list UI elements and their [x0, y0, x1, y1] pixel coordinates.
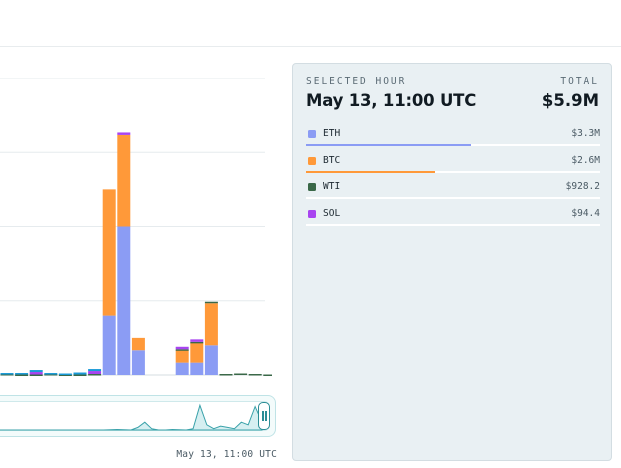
breakdown-row-sol: SOL $94.4 [306, 200, 600, 227]
bar-wti-12[interactable] [175, 349, 189, 351]
selected-hour-panel: SELECTED HOUR TOTAL May 13, 11:00 UTC $5… [292, 63, 612, 461]
bar-wti-15[interactable] [219, 374, 233, 376]
share-bar-fill [306, 170, 436, 173]
bar-other-4[interactable] [58, 373, 72, 376]
breakdown-row-name: ETH [323, 128, 341, 139]
bar-eth-8[interactable] [117, 226, 131, 376]
bar-sol-12[interactable] [175, 346, 189, 350]
legend-swatch [308, 209, 316, 218]
x-range-label: May 13, 11:00 UTC [176, 449, 277, 460]
share-bar-track [306, 170, 600, 173]
legend-swatch [308, 183, 316, 191]
breakdown-row-value: $94.4 [571, 207, 600, 219]
breakdown-row-wti: WTI $928.2 [306, 173, 600, 200]
bar-other-6[interactable] [88, 369, 102, 372]
bar-wti-16[interactable] [234, 373, 248, 376]
legend-swatch [308, 156, 316, 165]
bar-eth-14[interactable] [204, 345, 218, 375]
brush-sparkline [0, 403, 263, 431]
bar-sol-2[interactable] [29, 372, 43, 375]
bar-btc-14[interactable] [204, 303, 218, 346]
bar-other-3[interactable] [44, 373, 58, 375]
bar-btc-9[interactable] [131, 337, 145, 351]
bar-sol-13[interactable] [190, 339, 204, 342]
selected-hour-caption: SELECTED HOUR [306, 76, 407, 87]
breakdown-row-value: $3.3M [571, 128, 600, 139]
header-divider [0, 46, 621, 47]
bar-other-2[interactable] [29, 370, 43, 373]
bar-wti-6[interactable] [88, 374, 102, 376]
bar-eth-9[interactable] [131, 350, 145, 375]
bar-btc-12[interactable] [175, 350, 189, 363]
breakdown-list: ETH $3.3M BTC $2.6M WTI $928.2 SOL $94.4 [306, 120, 600, 226]
hourly-volume-chart[interactable] [0, 78, 272, 378]
bar-sol-6[interactable] [88, 371, 102, 375]
bar-wti-3[interactable] [44, 374, 58, 376]
bar-wti-0[interactable] [0, 374, 14, 376]
bar-other-0[interactable] [0, 373, 14, 375]
selected-hour-value: May 13, 11:00 UTC [306, 91, 477, 110]
bar-eth-13[interactable] [190, 362, 204, 375]
bar-wti-5[interactable] [73, 374, 87, 377]
total-value: $5.9M [541, 91, 599, 110]
breakdown-row-eth: ETH $3.3M [306, 120, 600, 147]
bar-btc-8[interactable] [117, 134, 131, 227]
bar-wti-14[interactable] [204, 301, 218, 304]
legend-swatch [308, 130, 316, 138]
bar-btc-13[interactable] [190, 342, 204, 363]
bar-wti-1[interactable] [15, 374, 29, 377]
bar-other-1[interactable] [15, 373, 29, 375]
bar-btc-7[interactable] [102, 189, 116, 316]
bar-eth-7[interactable] [102, 315, 116, 375]
breakdown-row-name: BTC [323, 154, 341, 166]
breakdown-row-name: SOL [323, 207, 341, 219]
breakdown-row-btc: BTC $2.6M [306, 147, 600, 174]
share-bar-track [306, 197, 600, 199]
breakdown-row-value: $928.2 [565, 181, 600, 192]
breakdown-row-name: WTI [323, 181, 341, 192]
bar-sol-8[interactable] [117, 132, 131, 135]
bar-wti-4[interactable] [58, 374, 72, 377]
share-bar-track [306, 223, 600, 226]
bar-wti-2[interactable] [29, 374, 43, 377]
total-caption: TOTAL [560, 76, 599, 87]
brush-handle-right[interactable] [258, 402, 270, 430]
bar-wti-18[interactable] [263, 374, 272, 377]
bar-wti-17[interactable] [248, 374, 262, 376]
share-bar-track [306, 144, 600, 146]
bar-eth-12[interactable] [175, 362, 189, 375]
brush-area [0, 403, 263, 431]
bar-other-5[interactable] [73, 372, 87, 375]
bar-wti-13[interactable] [190, 341, 204, 344]
share-bar-fill [306, 144, 471, 146]
time-range-brush[interactable] [0, 395, 276, 437]
brush-track [0, 401, 270, 431]
breakdown-row-value: $2.6M [571, 154, 600, 166]
